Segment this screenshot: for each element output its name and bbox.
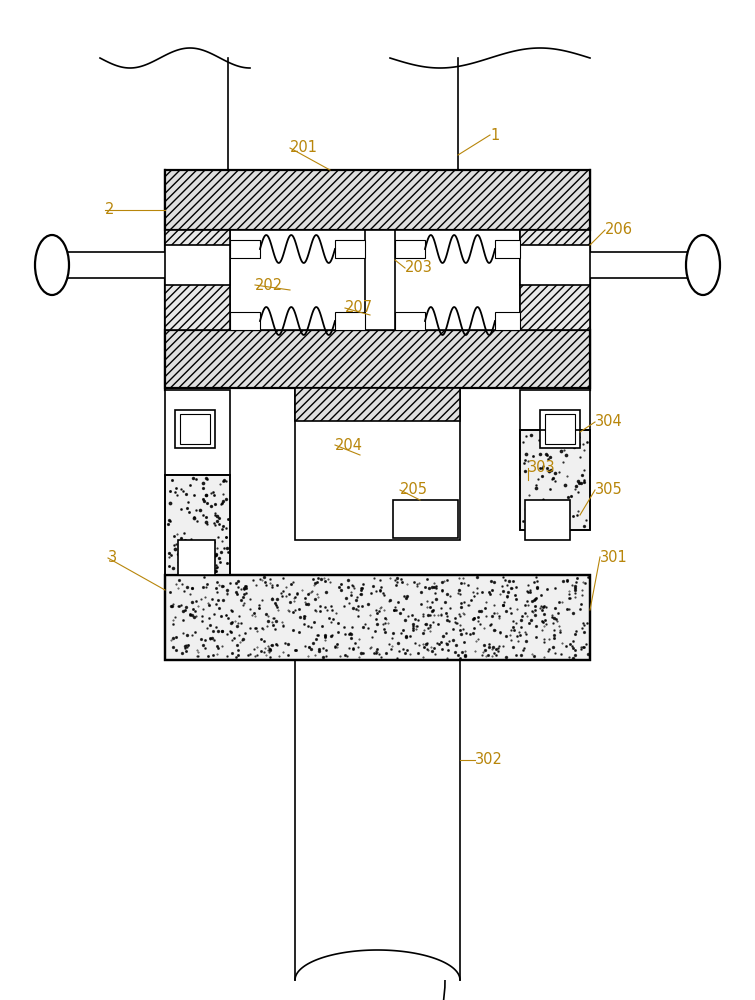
Bar [165,330,590,388]
Bar [230,312,260,330]
Text: 204: 204 [335,438,363,452]
Text: 201: 201 [290,140,318,155]
Bar [520,430,590,530]
Bar [165,475,230,575]
Text: 304: 304 [595,414,623,430]
Text: 303: 303 [528,460,556,476]
Bar [545,414,575,444]
Bar [180,414,210,444]
Bar [165,575,590,660]
Bar [520,430,590,530]
Bar [395,312,425,330]
Text: 207: 207 [345,300,373,316]
Bar [165,475,230,575]
Ellipse shape [686,235,720,295]
Bar [165,575,590,660]
Bar [520,252,690,278]
Text: 3: 3 [108,550,117,566]
Bar [520,230,590,330]
Text: 2: 2 [105,202,114,218]
Text: 301: 301 [600,550,627,564]
Bar [540,410,580,448]
Bar [393,500,458,538]
Bar [295,388,460,421]
Bar [495,240,520,258]
Text: 206: 206 [605,223,633,237]
Bar [230,240,260,258]
Bar [295,390,460,540]
Ellipse shape [35,235,69,295]
Bar [230,230,520,330]
Text: 1: 1 [490,127,499,142]
Bar [520,390,590,475]
Bar [165,245,230,285]
Bar [495,312,520,330]
Bar [335,312,365,330]
Bar [165,230,230,330]
Bar [178,540,215,575]
Bar [395,240,425,258]
Text: 302: 302 [475,752,503,768]
Text: 305: 305 [595,483,623,497]
Bar [365,230,395,330]
Text: 202: 202 [255,277,283,292]
Bar [55,252,230,278]
Text: 203: 203 [405,260,433,275]
Bar [335,240,365,258]
Bar [165,390,230,475]
Text: 205: 205 [400,483,428,497]
Bar [525,500,570,540]
Bar [520,245,590,285]
Bar [175,410,215,448]
Bar [165,170,590,230]
